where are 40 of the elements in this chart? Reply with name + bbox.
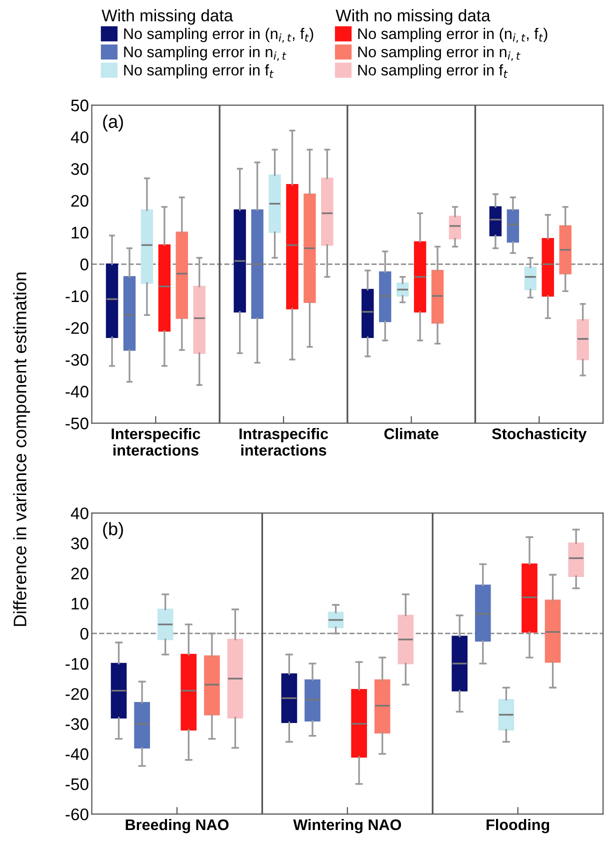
legend-label: No sampling error in n$_{i,t}$ — [124, 46, 286, 61]
y-tick-label: -20 — [66, 322, 88, 334]
x-tick-label: Interspecific interactions — [112, 428, 200, 456]
x-tick-label: Flooding — [486, 818, 550, 834]
legend-label: No sampling error in (n$_{i,t}$, f$_{t}$) — [358, 28, 548, 43]
y-tick-label: -50 — [66, 418, 88, 430]
y-axis-title: Difference in variance component estimation — [13, 272, 30, 626]
y-tick-label: 0 — [80, 628, 88, 640]
y-tick-label: -30 — [66, 718, 88, 730]
y-tick-label: -20 — [66, 688, 88, 700]
legend-label: No sampling error in n$_{i,t}$ — [358, 46, 520, 61]
text: With no missing data — [336, 9, 490, 25]
y-tick-label: -40 — [66, 386, 88, 398]
x-tick-label: Wintering NAO — [293, 818, 402, 834]
y-tick-label: -10 — [66, 658, 88, 670]
y-tick-label: 40 — [70, 507, 88, 520]
y-tick-label: 10 — [72, 226, 88, 239]
y-tick-label: 20 — [71, 194, 88, 207]
y-tick-label: 30 — [71, 538, 88, 550]
chart-title: (b) — [103, 522, 123, 539]
text: With missing data — [102, 9, 234, 25]
legend-label: No sampling error in (n$_{i,t}$, f$_{t}$) — [124, 28, 314, 43]
y-tick-label: 0 — [80, 258, 88, 270]
x-tick-label: Breeding NAO — [126, 818, 229, 834]
y-tick-label: 20 — [71, 568, 88, 580]
x-tick-label: Intraspecific interactions — [240, 428, 328, 456]
y-tick-label: -10 — [66, 290, 88, 302]
y-tick-label: 50 — [71, 100, 88, 112]
y-tick-label: -50 — [66, 778, 88, 790]
y-tick-label: 10 — [72, 598, 88, 610]
y-tick-label: 30 — [71, 163, 88, 175]
y-tick-label: 40 — [70, 131, 88, 144]
chart-title: (a) — [103, 114, 123, 132]
legend-label: No sampling error in f$_{t}$ — [124, 64, 274, 79]
x-tick-label: Climate — [384, 428, 438, 440]
y-tick-label: -30 — [66, 354, 88, 366]
x-tick-label: Stochasticity — [492, 428, 587, 442]
y-tick-label: -40 — [66, 748, 88, 760]
legend-label: No sampling error in f$_{t}$ — [358, 64, 508, 79]
y-tick-label: -60 — [66, 808, 88, 820]
